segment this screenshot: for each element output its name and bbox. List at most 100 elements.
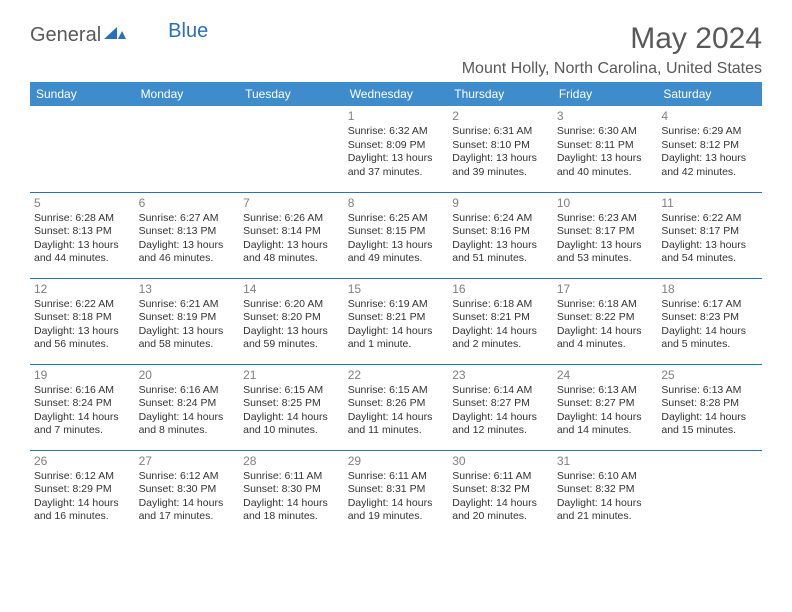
day-number: 16 — [452, 282, 549, 296]
page-title: May 2024 — [462, 22, 762, 56]
calendar-cell: 10 Sunrise: 6:23 AMSunset: 8:17 PMDayligh… — [553, 192, 658, 278]
calendar-cell: 21 Sunrise: 6:15 AMSunset: 8:25 PMDayligh… — [239, 364, 344, 450]
day-number: 8 — [348, 196, 445, 210]
day-number: 30 — [452, 454, 549, 468]
day-number: 10 — [557, 196, 654, 210]
day-info: Sunrise: 6:22 AMSunset: 8:18 PMDaylight:… — [34, 298, 131, 353]
calendar-cell: 27 Sunrise: 6:12 AMSunset: 8:30 PMDayligh… — [135, 450, 240, 536]
logo-text-2: Blue — [168, 20, 208, 43]
calendar-cell: 5 Sunrise: 6:28 AMSunset: 8:13 PMDaylight… — [30, 192, 135, 278]
day-number: 22 — [348, 368, 445, 382]
day-number: 23 — [452, 368, 549, 382]
calendar-cell: 22 Sunrise: 6:15 AMSunset: 8:26 PMDayligh… — [344, 364, 449, 450]
weekday-header: Friday — [553, 82, 658, 106]
calendar-cell: 20Sunrise: 6:16 AMSunset: 8:24 PMDayligh… — [135, 364, 240, 450]
day-info: Sunrise: 6:11 AMSunset: 8:31 PMDaylight:… — [348, 470, 445, 525]
weekday-header: Monday — [135, 82, 240, 106]
calendar-cell: 11Sunrise: 6:22 AMSunset: 8:17 PMDayligh… — [657, 192, 762, 278]
header: General Blue May 2024 Mount Holly, North… — [30, 22, 762, 78]
weekday-header-row: SundayMondayTuesdayWednesdayThursdayFrid… — [30, 82, 762, 106]
calendar-cell — [657, 450, 762, 536]
day-number: 4 — [661, 109, 758, 123]
day-info: Sunrise: 6:16 AMSunset: 8:24 PMDaylight:… — [139, 384, 236, 439]
day-info: Sunrise: 6:31 AMSunset: 8:10 PMDaylight:… — [452, 125, 549, 180]
day-number: 27 — [139, 454, 236, 468]
calendar-cell: 1 Sunrise: 6:32 AMSunset: 8:09 PMDaylight… — [344, 106, 449, 192]
day-info: Sunrise: 6:25 AMSunset: 8:15 PMDaylight:… — [348, 212, 445, 267]
day-info: Sunrise: 6:14 AMSunset: 8:27 PMDaylight:… — [452, 384, 549, 439]
day-info: Sunrise: 6:12 AMSunset: 8:29 PMDaylight:… — [34, 470, 131, 525]
location-text: Mount Holly, North Carolina, United Stat… — [462, 60, 762, 78]
calendar-cell — [30, 106, 135, 192]
day-info: Sunrise: 6:18 AMSunset: 8:21 PMDaylight:… — [452, 298, 549, 353]
weekday-header: Saturday — [657, 82, 762, 106]
day-info: Sunrise: 6:17 AMSunset: 8:23 PMDaylight:… — [661, 298, 758, 353]
day-number: 9 — [452, 196, 549, 210]
weekday-header: Sunday — [30, 82, 135, 106]
day-number: 6 — [139, 196, 236, 210]
weekday-header: Wednesday — [344, 82, 449, 106]
day-info: Sunrise: 6:13 AMSunset: 8:28 PMDaylight:… — [661, 384, 758, 439]
calendar-row: 19Sunrise: 6:16 AMSunset: 8:24 PMDayligh… — [30, 364, 762, 450]
day-number: 2 — [452, 109, 549, 123]
day-info: Sunrise: 6:20 AMSunset: 8:20 PMDaylight:… — [243, 298, 340, 353]
calendar-row: 5 Sunrise: 6:28 AMSunset: 8:13 PMDaylight… — [30, 192, 762, 278]
day-number: 14 — [243, 282, 340, 296]
calendar-cell: 19Sunrise: 6:16 AMSunset: 8:24 PMDayligh… — [30, 364, 135, 450]
day-number: 17 — [557, 282, 654, 296]
day-info: Sunrise: 6:22 AMSunset: 8:17 PMDaylight:… — [661, 212, 758, 267]
day-number: 21 — [243, 368, 340, 382]
calendar-cell: 12Sunrise: 6:22 AMSunset: 8:18 PMDayligh… — [30, 278, 135, 364]
day-number: 7 — [243, 196, 340, 210]
calendar-cell: 15 Sunrise: 6:19 AMSunset: 8:21 PMDayligh… — [344, 278, 449, 364]
calendar-cell: 24 Sunrise: 6:13 AMSunset: 8:27 PMDayligh… — [553, 364, 658, 450]
calendar-cell: 14 Sunrise: 6:20 AMSunset: 8:20 PMDayligh… — [239, 278, 344, 364]
calendar-cell — [135, 106, 240, 192]
day-number: 15 — [348, 282, 445, 296]
calendar-cell: 18Sunrise: 6:17 AMSunset: 8:23 PMDayligh… — [657, 278, 762, 364]
day-info: Sunrise: 6:18 AMSunset: 8:22 PMDaylight:… — [557, 298, 654, 353]
day-info: Sunrise: 6:15 AMSunset: 8:26 PMDaylight:… — [348, 384, 445, 439]
day-info: Sunrise: 6:32 AMSunset: 8:09 PMDaylight:… — [348, 125, 445, 180]
calendar-cell: 29 Sunrise: 6:11 AMSunset: 8:31 PMDayligh… — [344, 450, 449, 536]
calendar-cell: 13Sunrise: 6:21 AMSunset: 8:19 PMDayligh… — [135, 278, 240, 364]
calendar-cell: 16 Sunrise: 6:18 AMSunset: 8:21 PMDayligh… — [448, 278, 553, 364]
day-info: Sunrise: 6:15 AMSunset: 8:25 PMDaylight:… — [243, 384, 340, 439]
calendar-cell: 26 Sunrise: 6:12 AMSunset: 8:29 PMDayligh… — [30, 450, 135, 536]
day-info: Sunrise: 6:13 AMSunset: 8:27 PMDaylight:… — [557, 384, 654, 439]
day-info: Sunrise: 6:11 AMSunset: 8:32 PMDaylight:… — [452, 470, 549, 525]
calendar-cell — [239, 106, 344, 192]
weekday-header: Thursday — [448, 82, 553, 106]
title-block: May 2024 Mount Holly, North Carolina, Un… — [462, 22, 762, 78]
day-number: 3 — [557, 109, 654, 123]
day-number: 5 — [34, 196, 131, 210]
calendar-table: SundayMondayTuesdayWednesdayThursdayFrid… — [30, 82, 762, 536]
day-info: Sunrise: 6:30 AMSunset: 8:11 PMDaylight:… — [557, 125, 654, 180]
day-info: Sunrise: 6:11 AMSunset: 8:30 PMDaylight:… — [243, 470, 340, 525]
day-number: 29 — [348, 454, 445, 468]
day-info: Sunrise: 6:10 AMSunset: 8:32 PMDaylight:… — [557, 470, 654, 525]
day-info: Sunrise: 6:29 AMSunset: 8:12 PMDaylight:… — [661, 125, 758, 180]
day-info: Sunrise: 6:23 AMSunset: 8:17 PMDaylight:… — [557, 212, 654, 267]
day-number: 24 — [557, 368, 654, 382]
day-number: 26 — [34, 454, 131, 468]
calendar-cell: 28Sunrise: 6:11 AMSunset: 8:30 PMDayligh… — [239, 450, 344, 536]
day-info: Sunrise: 6:16 AMSunset: 8:24 PMDaylight:… — [34, 384, 131, 439]
day-info: Sunrise: 6:12 AMSunset: 8:30 PMDaylight:… — [139, 470, 236, 525]
logo-mark-icon — [104, 25, 126, 46]
calendar-cell: 2 Sunrise: 6:31 AMSunset: 8:10 PMDaylight… — [448, 106, 553, 192]
calendar-cell: 3 Sunrise: 6:30 AMSunset: 8:11 PMDaylight… — [553, 106, 658, 192]
calendar-cell: 25 Sunrise: 6:13 AMSunset: 8:28 PMDayligh… — [657, 364, 762, 450]
day-info: Sunrise: 6:28 AMSunset: 8:13 PMDaylight:… — [34, 212, 131, 267]
calendar-cell: 31Sunrise: 6:10 AMSunset: 8:32 PMDayligh… — [553, 450, 658, 536]
logo: General Blue — [30, 24, 208, 47]
calendar-cell: 23 Sunrise: 6:14 AMSunset: 8:27 PMDayligh… — [448, 364, 553, 450]
day-info: Sunrise: 6:19 AMSunset: 8:21 PMDaylight:… — [348, 298, 445, 353]
day-number: 25 — [661, 368, 758, 382]
day-number: 1 — [348, 109, 445, 123]
weekday-header: Tuesday — [239, 82, 344, 106]
calendar-cell: 7Sunrise: 6:26 AMSunset: 8:14 PMDaylight… — [239, 192, 344, 278]
calendar-cell: 4 Sunrise: 6:29 AMSunset: 8:12 PMDaylight… — [657, 106, 762, 192]
calendar-body: 1 Sunrise: 6:32 AMSunset: 8:09 PMDaylight… — [30, 106, 762, 536]
calendar-cell: 8 Sunrise: 6:25 AMSunset: 8:15 PMDaylight… — [344, 192, 449, 278]
